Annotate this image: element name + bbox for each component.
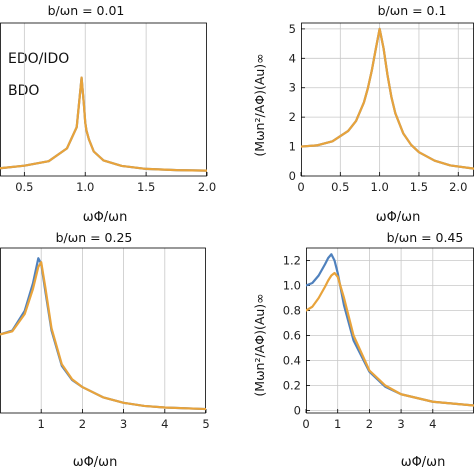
panel-title: b/ωn = 0.01 [48, 3, 125, 18]
y-tick-label: 1.0 [283, 279, 301, 293]
series-line-bdo [0, 261, 206, 411]
panel-title: b/ωn = 0.45 [387, 230, 464, 245]
x-tick-label: 1.5 [137, 180, 155, 194]
panel-top-right: b/ωn = 0.1 ωΦ/ωn (Mωn²/AΦ)(Au)∞ 0 0.5 1.0 1… [252, 3, 474, 225]
y-axis-label: (Mωn²/AΦ)(Au)∞ [252, 293, 267, 396]
x-tick-label: 1.0 [76, 180, 94, 194]
x-tick-label: 4 [161, 417, 168, 431]
panel-bottom-left: b/ωn = 0.25 ωΦ/ωn 1 2 3 4 5 [0, 230, 210, 470]
x-axis-label: ωΦ/ωn [401, 455, 446, 470]
y-tick-label: 2 [289, 110, 296, 124]
y-tick-label: 0.8 [283, 304, 301, 318]
x-axis-label: ωΦ/ωn [376, 210, 421, 225]
series-line-bdo [306, 271, 474, 407]
y-tick-label: 4 [289, 51, 296, 65]
x-tick-label: 4 [429, 417, 436, 431]
plot-frame [301, 22, 474, 177]
x-tick-label: 0 [297, 180, 304, 194]
x-tick-label: 2.0 [198, 180, 216, 194]
legend-entry-bdo: BDO [8, 83, 39, 99]
y-tick-label: 0 [289, 169, 296, 183]
y-axis-label: (Mωn²/AΦ)(Au)∞ [252, 53, 267, 156]
x-tick-label: 1.0 [370, 180, 388, 194]
y-tick-label: 0.4 [283, 354, 301, 368]
x-tick-label: 1 [334, 417, 341, 431]
legend-entry-edo-ido: EDO/IDO [8, 51, 69, 67]
panel-title: b/ωn = 0.25 [56, 230, 133, 245]
plot-frame [0, 247, 206, 414]
x-axis-label: ωΦ/ωn [73, 455, 118, 470]
y-tick-label: 1 [289, 140, 296, 154]
series-line-bdo [0, 76, 207, 172]
panel-bottom-right: b/ωn = 0.45 ωΦ/ωn (Mωn²/AΦ)(Au)∞ 0 1 2 3 4 0 0… [252, 230, 474, 470]
panel-title: b/ωn = 0.1 [378, 3, 447, 18]
x-tick-label: 3 [120, 417, 127, 431]
x-tick-label: 1.5 [410, 180, 428, 194]
series-line-edo-ido [0, 257, 206, 411]
x-tick-label: 0 [302, 417, 309, 431]
x-tick-label: 0.5 [331, 180, 349, 194]
y-tick-label: 3 [289, 81, 296, 95]
plot-frame [0, 22, 207, 177]
y-tick-label: 0 [294, 404, 301, 418]
x-tick-label: 0.5 [15, 180, 33, 194]
panel-top-left: b/ωn = 0.01 ωΦ/ωn EDO/IDO BDO 0.5 1.0 1.5 2… [0, 3, 216, 225]
series-line-edo-ido [301, 27, 474, 170]
x-tick-label: 2 [366, 417, 373, 431]
x-tick-label: 1 [38, 417, 45, 431]
y-tick-label: 1.2 [283, 254, 301, 268]
y-tick-label: 0.2 [283, 379, 301, 393]
x-tick-label: 3 [397, 417, 404, 431]
x-tick-label: 2 [79, 417, 86, 431]
x-axis-label: ωΦ/ωn [83, 210, 128, 225]
y-tick-label: 5 [289, 22, 296, 36]
y-tick-label: 0.6 [283, 329, 301, 343]
x-tick-label: 5 [202, 417, 209, 431]
series-line-bdo [301, 27, 474, 170]
x-tick-label: 2.0 [449, 180, 467, 194]
